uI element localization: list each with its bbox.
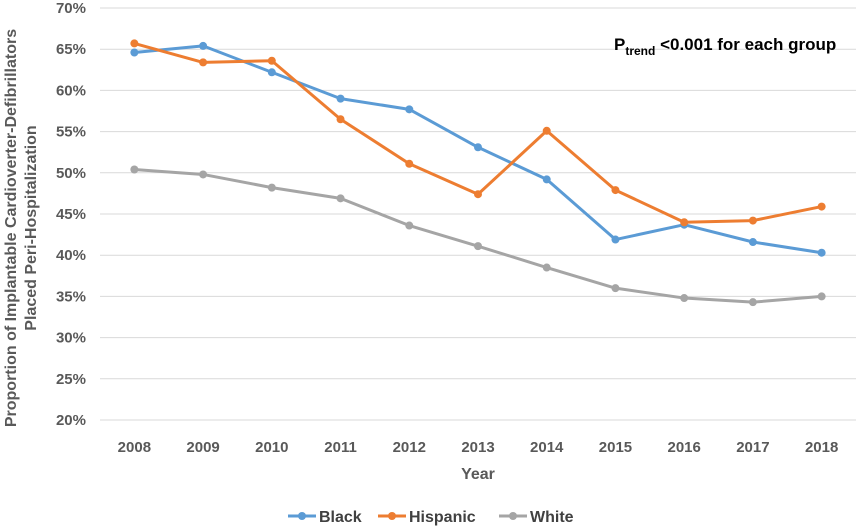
series-hispanic [130, 39, 826, 227]
data-point-white [267, 183, 276, 192]
trend-annotation-subscript: trend [625, 44, 655, 58]
data-point-hispanic [267, 56, 276, 65]
series-lines [130, 39, 826, 307]
data-point-black [611, 235, 620, 244]
data-point-black [405, 105, 414, 114]
x-tick-label: 2008 [118, 439, 151, 456]
trend-annotation: Ptrend <0.001 for each group [614, 35, 836, 58]
data-point-white [542, 263, 551, 272]
series-line-white [134, 168, 822, 304]
x-tick-label: 2012 [393, 439, 426, 456]
trend-annotation-text: <0.001 for each group [655, 35, 836, 54]
legend-swatch-marker [388, 512, 396, 520]
trend-annotation-prefix: P [614, 35, 625, 54]
x-tick-label: 2013 [461, 439, 494, 456]
data-point-white [199, 170, 208, 179]
data-point-hispanic [680, 218, 689, 227]
data-point-black [336, 94, 345, 103]
y-tick-label: 55% [56, 124, 86, 141]
y-axis-title-line-1: Proportion of Implantable Cardioverter-D… [3, 29, 20, 427]
x-tick-label: 2018 [805, 439, 838, 456]
data-point-black [267, 68, 276, 77]
legend-item-hispanic: Hispanic [378, 509, 476, 526]
y-axis-title: Proportion of Implantable Cardioverter-D… [3, 29, 40, 427]
data-point-white [748, 298, 757, 307]
data-point-black [817, 248, 826, 257]
data-point-hispanic [199, 58, 208, 67]
data-point-white [405, 221, 414, 230]
y-tick-label: 35% [56, 288, 86, 305]
x-tick-label: 2011 [324, 439, 357, 456]
series-black [130, 41, 826, 257]
y-tick-label: 40% [56, 247, 86, 264]
data-point-black [199, 41, 208, 50]
data-point-white [680, 294, 689, 303]
y-tick-label: 20% [56, 412, 86, 429]
legend-item-black: Black [288, 509, 362, 526]
data-point-black [748, 238, 757, 247]
legend-swatch-marker [509, 512, 517, 520]
legend-label: White [530, 509, 574, 526]
data-point-hispanic [336, 115, 345, 124]
data-point-hispanic [405, 159, 414, 168]
y-tick-label: 25% [56, 371, 86, 388]
legend-label: Black [319, 509, 362, 526]
y-tick-label: 45% [56, 206, 86, 223]
x-tick-label: 2015 [599, 439, 632, 456]
x-tick-label: 2009 [186, 439, 219, 456]
data-point-black [474, 143, 482, 152]
x-axis-title: Year [461, 466, 495, 483]
data-point-hispanic [748, 216, 757, 225]
data-point-black [130, 48, 139, 57]
y-tick-label: 65% [56, 41, 86, 58]
y-axis-ticks: 20% 25% 30% 35% 40% 45% 50% 55% 60% 65% 70% [56, 0, 86, 429]
y-axis-title-line-2: Placed Peri-Hospitalization [23, 125, 40, 330]
legend: Black Hispanic White [288, 509, 574, 526]
x-tick-label: 2014 [530, 439, 564, 456]
x-tick-label: 2016 [667, 439, 700, 456]
x-axis-ticks: 2008 2009 2010 2011 2012 2013 2014 2015 2016 2017… [118, 439, 839, 456]
x-tick-label: 2017 [736, 439, 769, 456]
data-point-hispanic [542, 126, 551, 135]
data-point-hispanic [817, 202, 826, 211]
data-point-hispanic [474, 190, 482, 199]
legend-item-white: White [499, 509, 574, 526]
legend-swatch-marker [298, 512, 306, 520]
y-tick-label: 70% [56, 0, 86, 17]
y-tick-label: 60% [56, 82, 86, 99]
data-point-white [336, 194, 345, 203]
data-point-hispanic [130, 39, 139, 48]
series-white [130, 165, 826, 307]
data-point-white [817, 292, 826, 301]
data-point-hispanic [611, 186, 620, 195]
data-point-white [130, 165, 139, 174]
data-point-white [611, 284, 620, 293]
y-tick-label: 50% [56, 165, 86, 182]
data-point-white [474, 242, 482, 251]
data-point-black [542, 175, 551, 184]
y-tick-label: 30% [56, 330, 86, 347]
gridlines [100, 7, 856, 421]
x-tick-label: 2010 [255, 439, 288, 456]
legend-label: Hispanic [409, 509, 476, 526]
